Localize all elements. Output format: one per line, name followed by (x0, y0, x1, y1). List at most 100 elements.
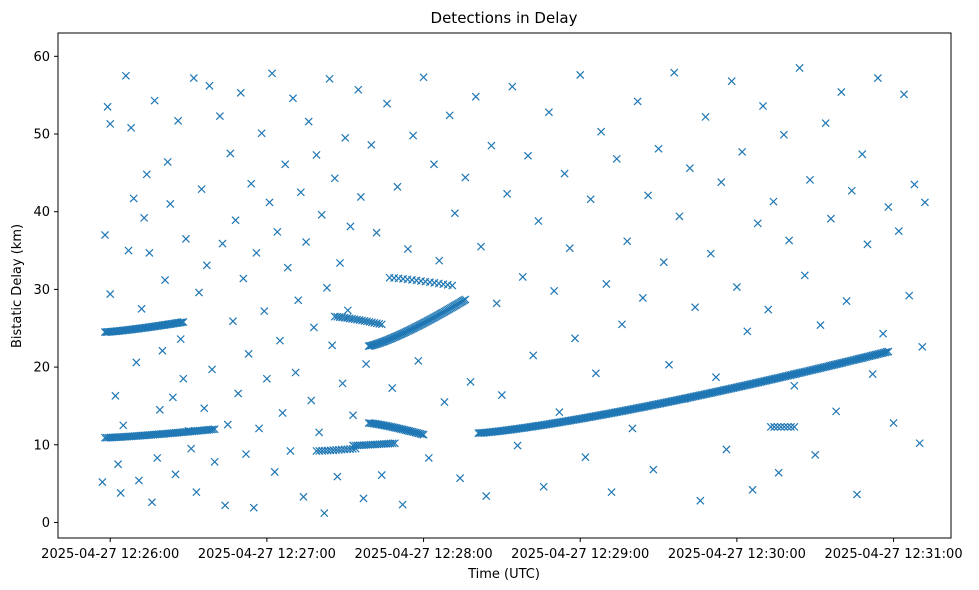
y-tick-label: 20 (33, 361, 50, 376)
scatter-point (576, 70, 585, 79)
track-point (770, 374, 779, 383)
track-point (737, 382, 746, 391)
track-point (862, 352, 871, 362)
scatter-point (166, 199, 175, 208)
scatter-point (98, 478, 107, 487)
track-point (819, 363, 828, 372)
track-point (756, 378, 765, 387)
scatter-point (884, 203, 893, 212)
track-point (718, 386, 727, 395)
track-point (752, 378, 761, 387)
track-point (380, 421, 389, 430)
y-tick-label: 30 (33, 283, 50, 298)
scatter-point (145, 248, 154, 257)
track-point (762, 376, 771, 385)
track-point (809, 365, 818, 374)
track-point (621, 406, 630, 415)
scatter-point (322, 283, 331, 292)
track-point (806, 366, 815, 375)
scatter-point (288, 94, 298, 103)
scatter-point (633, 97, 642, 106)
track-point (695, 391, 705, 400)
scatter-point (181, 234, 190, 243)
scatter-point (508, 82, 517, 91)
plot-area-frame (57, 32, 952, 539)
scatter-point (644, 191, 653, 200)
scatter-point (685, 164, 694, 173)
track-point (786, 422, 796, 431)
track-point (743, 380, 752, 389)
track-point (662, 398, 671, 407)
scatter-point (440, 398, 449, 407)
track-point (208, 425, 217, 434)
scatter-point (247, 179, 256, 188)
track-point (707, 388, 716, 397)
scatter-point (278, 408, 287, 417)
track-point (746, 380, 755, 389)
track-point (683, 393, 692, 403)
scatter-point (142, 170, 151, 179)
scatter-point (147, 498, 157, 507)
scatter-point (161, 276, 170, 285)
scatter-point (124, 246, 133, 255)
scatter-point (586, 195, 595, 204)
scatter-point (847, 186, 856, 195)
scatter-point (816, 321, 825, 330)
scatter-point (215, 112, 224, 121)
track-point (377, 420, 386, 429)
scatter-point (315, 428, 324, 437)
track-point (851, 355, 860, 364)
track-point (730, 383, 739, 392)
track-point (721, 385, 730, 394)
track-point (448, 281, 457, 290)
track-point (863, 352, 872, 361)
track-point (841, 358, 850, 367)
track-point (775, 373, 784, 382)
scatter-point (638, 293, 647, 302)
scatter-point (236, 88, 245, 97)
scatter-point (270, 467, 279, 476)
track-point (726, 384, 735, 393)
scatter-point (565, 244, 574, 253)
scatter-point (852, 490, 862, 499)
scatter-point (262, 374, 271, 383)
track-point (694, 391, 703, 400)
chart-title: Detections in Delay (431, 9, 578, 27)
track-point (832, 360, 841, 369)
scatter-point (168, 393, 177, 402)
track-point (857, 354, 866, 363)
scatter-point (659, 258, 668, 267)
scatter-point (268, 69, 277, 78)
scatter-point (116, 488, 125, 497)
track-point (770, 422, 779, 431)
scatter-point (419, 73, 428, 82)
data-points (98, 63, 929, 518)
y-axis-ticks: 0 10 20 30 40 50 60 (33, 50, 58, 531)
scatter-point (330, 174, 339, 183)
scatter-point (675, 212, 684, 221)
track-point (702, 389, 711, 398)
scatter-point (748, 485, 757, 494)
scatter-point (858, 150, 867, 159)
scatter-point (550, 286, 559, 295)
scatter-point (338, 379, 347, 388)
scatter-point (210, 457, 219, 466)
scatter-point (837, 88, 846, 97)
track-point (661, 398, 670, 407)
scatter-point (106, 119, 115, 128)
track-point (783, 422, 792, 431)
track-point (722, 385, 731, 394)
scatter-point (879, 329, 888, 338)
scatter-point (158, 346, 167, 355)
track-point (719, 386, 728, 395)
track-point (884, 347, 893, 356)
track-point (210, 425, 219, 434)
scatter-point (273, 227, 282, 236)
scatter-point (377, 471, 386, 480)
track-point (384, 422, 393, 431)
scatter-point (534, 216, 543, 226)
track-point (612, 408, 621, 417)
track-point (794, 369, 803, 378)
scatter-point (354, 85, 363, 94)
scatter-point (445, 111, 454, 120)
